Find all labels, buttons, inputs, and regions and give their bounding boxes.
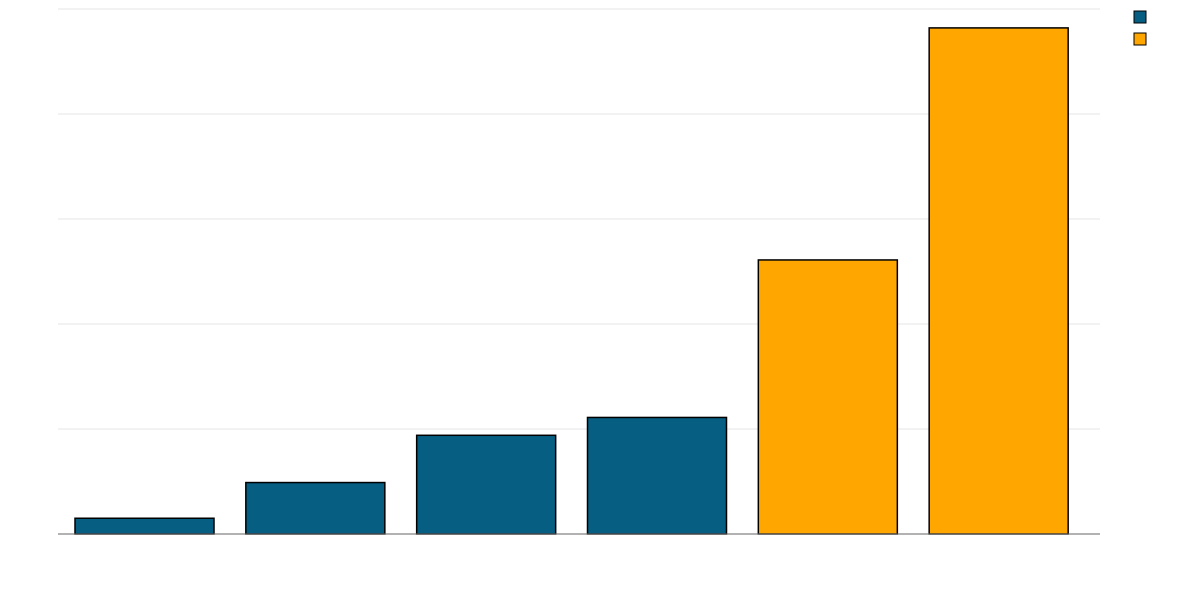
legend-swatch-2 <box>1133 32 1147 46</box>
gridlines <box>58 8 1100 430</box>
legend-swatch-1 <box>1133 10 1147 24</box>
bar-3 <box>415 434 557 535</box>
bar-1 <box>74 517 215 535</box>
bar-2 <box>245 481 386 535</box>
bar-5 <box>757 259 899 535</box>
bar-4 <box>586 416 728 535</box>
bars <box>74 27 1069 535</box>
bar-6 <box>928 27 1069 535</box>
legend <box>1133 10 1147 46</box>
